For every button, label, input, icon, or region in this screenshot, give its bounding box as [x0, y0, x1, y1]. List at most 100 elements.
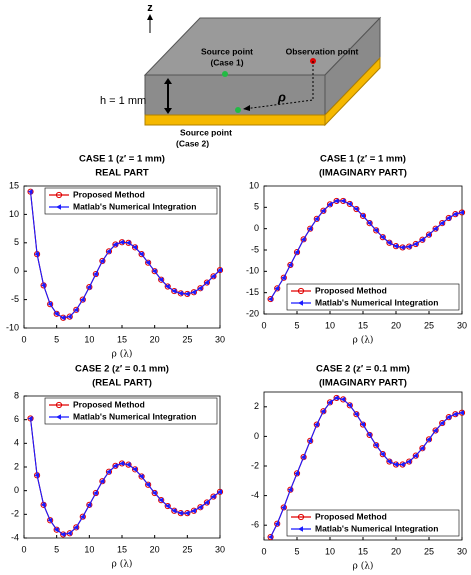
y-tick-label: 4 [14, 438, 19, 448]
chart: CASE 2 (z′ = 0.1 mm)(REAL PART)0 5 10 15 20 2… [11, 364, 225, 570]
marker [145, 482, 151, 488]
y-tick-label: 15 [9, 180, 19, 190]
marker [60, 531, 66, 538]
x-tick-label: 0 [21, 334, 26, 344]
legend-label: Matlab's Numerical Integration [73, 411, 196, 421]
y-tick-label: 0 [254, 223, 259, 233]
marker [366, 220, 372, 226]
marker [432, 427, 438, 434]
marker [333, 395, 339, 401]
marker [340, 396, 346, 402]
marker [413, 453, 418, 459]
slab-front [144, 74, 326, 116]
marker [145, 260, 151, 266]
series-line [29, 418, 221, 536]
marker [274, 285, 280, 291]
source1-dot [222, 71, 228, 77]
marker [327, 399, 332, 405]
marker [452, 211, 458, 217]
marker [406, 243, 412, 250]
marker [151, 490, 157, 496]
legend-label: Matlab's Numerical Integration [73, 201, 196, 211]
x-tick-label: 5 [294, 320, 299, 330]
marker [34, 472, 40, 478]
y-tick-label: 0 [254, 431, 259, 441]
marker [386, 458, 392, 465]
chart-subtitle: (IMAGINARY PART) [319, 378, 407, 389]
marker [178, 510, 183, 516]
marker [314, 216, 319, 222]
marker [40, 502, 46, 508]
marker [399, 244, 405, 251]
marker [73, 524, 79, 530]
marker [191, 289, 196, 295]
legend-marker [55, 401, 63, 409]
marker [93, 271, 98, 277]
x-tick-label: 25 [182, 544, 192, 554]
x-tick-label: 0 [261, 546, 266, 556]
x-tick-label: 5 [54, 334, 59, 344]
chart-title: CASE 2 (z′ = 0.1 mm) [316, 364, 410, 375]
x-axis-label: ρ (λ) [353, 335, 374, 346]
x-tick-label: 25 [424, 546, 434, 556]
marker [138, 473, 144, 480]
marker [119, 460, 124, 467]
marker [151, 268, 157, 274]
legend-marker [297, 287, 305, 295]
marker [439, 220, 445, 226]
legend-box [286, 509, 460, 537]
y-tick-label: -5 [11, 294, 19, 304]
chart-subtitle: REAL PART [95, 168, 149, 179]
rho-label: ρ [277, 89, 286, 104]
source2-label: (Case 2) [176, 138, 209, 148]
observation-label: Observation point [286, 46, 359, 56]
marker [380, 451, 385, 457]
marker [446, 215, 451, 221]
marker [27, 415, 33, 422]
x-tick-label: 5 [294, 546, 299, 556]
x-tick-label: 0 [21, 544, 26, 554]
legend-box [44, 397, 218, 425]
y-tick-label: -5 [251, 244, 259, 254]
marker [307, 438, 313, 444]
x-tick-label: 10 [84, 334, 94, 344]
marker [158, 497, 164, 503]
marker [353, 411, 359, 417]
rho-arrowhead [243, 105, 250, 111]
marker [138, 251, 144, 257]
marker [86, 284, 92, 290]
y-tick-label: -10 [246, 266, 259, 276]
y-tick-label: -10 [6, 322, 19, 332]
marker [459, 209, 464, 216]
legend-label: Proposed Method [73, 399, 145, 409]
marker [106, 469, 111, 475]
marker [360, 421, 365, 428]
marker [340, 198, 346, 204]
marker [80, 297, 85, 303]
chart-title: CASE 1 (z′ = 1 mm) [320, 154, 406, 165]
ground-front [144, 114, 326, 126]
marker [281, 504, 286, 511]
marker [204, 499, 209, 506]
y-tick-label: 2 [254, 401, 259, 411]
marker [34, 251, 40, 257]
marker [366, 432, 372, 438]
marker [353, 206, 359, 212]
y-tick-label: -2 [251, 460, 259, 470]
marker [40, 282, 46, 288]
marker [112, 463, 118, 469]
y-tick-label: 0 [14, 485, 19, 495]
marker [171, 508, 177, 514]
marker [281, 275, 286, 281]
marker [66, 314, 72, 320]
x-tick-label: 15 [117, 334, 127, 344]
marker [106, 248, 111, 254]
x-tick-label: 5 [54, 544, 59, 554]
marker [132, 466, 138, 472]
marker [300, 236, 306, 242]
marker [393, 461, 398, 468]
marker [373, 227, 379, 233]
marker [287, 487, 293, 493]
y-tick-label: -4 [251, 490, 259, 500]
